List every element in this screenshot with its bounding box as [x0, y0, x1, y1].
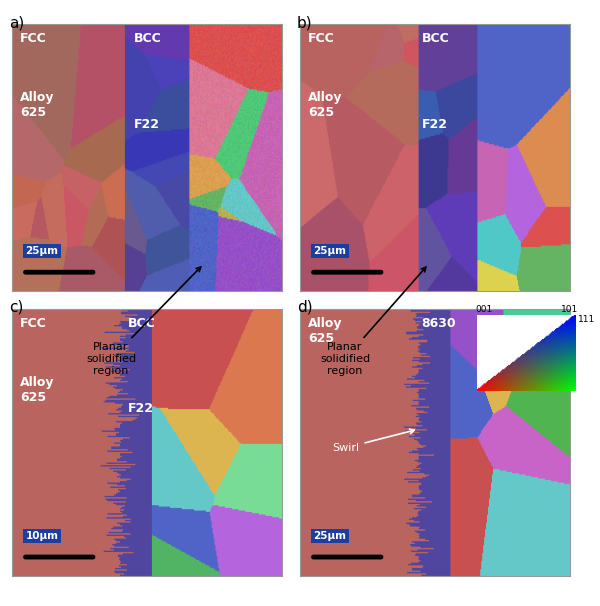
Text: F22: F22 [421, 118, 448, 130]
Text: BCC: BCC [133, 32, 161, 45]
Text: 25μm: 25μm [314, 246, 347, 256]
Text: Swirl: Swirl [332, 429, 415, 453]
Text: c): c) [9, 300, 23, 315]
Text: FCC: FCC [20, 317, 47, 330]
Text: 10μm: 10μm [25, 531, 59, 541]
Text: Alloy
625: Alloy 625 [20, 91, 55, 119]
Text: Planar
solidified
region: Planar solidified region [86, 267, 201, 376]
Text: Alloy
625: Alloy 625 [308, 317, 343, 345]
Text: Alloy
625: Alloy 625 [308, 91, 343, 119]
Text: 001: 001 [475, 305, 492, 314]
Text: 25μm: 25μm [25, 246, 59, 256]
Text: F22: F22 [128, 402, 154, 415]
Text: b): b) [297, 15, 313, 30]
Text: BCC: BCC [128, 317, 156, 330]
Text: 25μm: 25μm [314, 531, 347, 541]
Text: F22: F22 [133, 118, 160, 130]
Text: 111: 111 [578, 315, 595, 324]
Text: 8630: 8630 [421, 317, 456, 330]
Text: FCC: FCC [20, 32, 47, 45]
Text: Alloy
625: Alloy 625 [20, 376, 55, 404]
Text: BCC: BCC [421, 32, 449, 45]
Text: a): a) [9, 15, 24, 30]
Text: FCC: FCC [308, 32, 335, 45]
Text: Planar
solidified
region: Planar solidified region [320, 267, 426, 376]
Text: d): d) [297, 300, 313, 315]
Text: 101: 101 [561, 305, 578, 314]
